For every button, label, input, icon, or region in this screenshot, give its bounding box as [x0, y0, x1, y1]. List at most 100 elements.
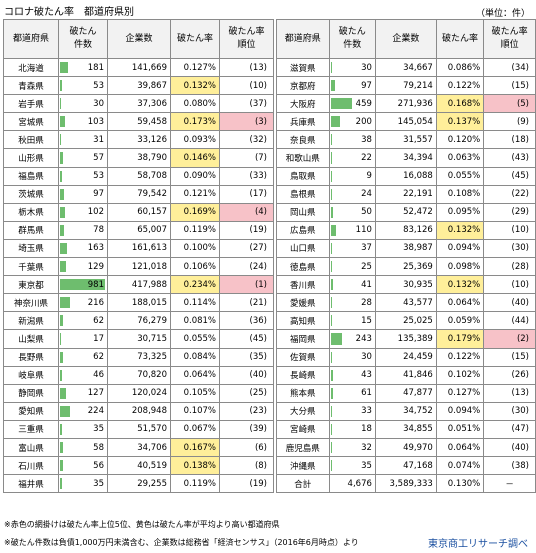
rank-cell: (43) — [483, 148, 536, 168]
table-row: 京都府 97 79,214 0.122% (15) — [276, 76, 536, 96]
count-value: 163 — [87, 243, 104, 254]
count-bar — [330, 98, 352, 110]
company-count-cell: 43,577 — [374, 293, 437, 313]
prefecture-cell: 青森県 — [3, 76, 59, 96]
bankruptcy-count-cell: 35 — [58, 419, 108, 439]
count-value: 30 — [361, 62, 372, 73]
count-bar — [60, 206, 65, 218]
rank-cell: (2) — [483, 329, 536, 349]
count-value: 22 — [361, 153, 372, 164]
count-value: 43 — [361, 370, 372, 381]
company-count-cell: 208,948 — [107, 401, 171, 421]
rate-cell: 0.167% — [170, 437, 220, 458]
company-count-cell: 51,570 — [107, 419, 171, 439]
table-row: 鹿児島県 32 49,970 0.064% (40) — [276, 437, 536, 458]
company-count-cell: 120,024 — [107, 383, 171, 403]
rate-cell: 0.094% — [435, 401, 485, 421]
company-count-cell: 40,519 — [107, 456, 171, 476]
rate-cell: 0.055% — [170, 329, 220, 349]
prefecture-cell: 岡山県 — [276, 202, 330, 222]
table-row: 岡山県 50 52,472 0.095% (29) — [276, 202, 536, 222]
table-row: 茨城県 97 79,542 0.121% (17) — [3, 184, 274, 204]
total-count: 4,676 — [328, 474, 376, 494]
count-value: 57 — [93, 153, 104, 164]
bankruptcy-count-cell: 58 — [58, 437, 108, 458]
rate-cell: 0.173% — [170, 112, 220, 132]
count-value: 31 — [93, 134, 104, 145]
count-bar — [330, 80, 336, 92]
rank-cell: (23) — [219, 401, 274, 421]
count-bar — [60, 62, 69, 74]
company-count-cell: 34,752 — [374, 401, 437, 421]
prefecture-cell: 沖縄県 — [276, 456, 330, 476]
count-bar — [60, 224, 64, 236]
table-row: 山口県 37 38,987 0.094% (30) — [276, 238, 536, 259]
rank-cell: (1) — [219, 275, 274, 295]
company-count-cell: 39,867 — [107, 76, 171, 96]
table-row: 栃木県 102 60,157 0.169% (4) — [3, 202, 274, 222]
prefecture-cell: 島根県 — [276, 184, 330, 204]
count-bar — [60, 134, 62, 146]
count-bar — [60, 170, 63, 182]
company-count-cell: 30,935 — [374, 275, 437, 295]
table-row: 兵庫県 200 145,054 0.137% (9) — [276, 112, 536, 132]
company-count-cell: 135,389 — [374, 329, 437, 349]
count-value: 30 — [93, 98, 104, 109]
bankruptcy-count-cell: 127 — [58, 383, 108, 403]
rate-cell: 0.106% — [170, 257, 220, 277]
company-count-cell: 30,715 — [107, 329, 171, 349]
prefecture-cell: 佐賀県 — [276, 347, 330, 367]
company-count-cell: 34,667 — [374, 57, 437, 78]
prefecture-cell: 和歌山県 — [276, 148, 330, 168]
rank-cell: (18) — [483, 130, 536, 150]
count-bar — [330, 279, 333, 291]
table-row: 三重県 35 51,570 0.067% (39) — [3, 419, 274, 439]
rate-cell: 0.122% — [435, 347, 485, 367]
company-count-cell: 59,458 — [107, 112, 171, 132]
prefecture-cell: 兵庫県 — [276, 112, 330, 132]
table-row: 広島県 110 83,126 0.132% (10) — [276, 220, 536, 240]
note-data-source: ※破たん件数は負債1,000万円未満含む、企業数は総務省「経済センサス」（201… — [4, 538, 359, 547]
rate-cell: 0.102% — [435, 365, 485, 385]
count-bar — [60, 441, 63, 454]
prefecture-cell: 福島県 — [3, 166, 59, 186]
prefecture-table-right: 都道府県 破たん 件数 企業数 破たん率 破たん率 順位 滋賀県 30 34,667 0.… — [276, 19, 536, 494]
rank-cell: (30) — [483, 401, 536, 421]
table-row: 富山県 58 34,706 0.167% (6) — [3, 437, 274, 458]
prefecture-cell: 長野県 — [3, 347, 59, 367]
rank-cell: (29) — [483, 202, 536, 222]
count-value: 78 — [93, 225, 104, 236]
rank-cell: (40) — [483, 437, 536, 458]
count-bar — [60, 315, 63, 327]
table-row: 神奈川県 216 188,015 0.114% (21) — [3, 293, 274, 313]
company-count-cell: 38,987 — [374, 238, 437, 259]
rank-cell: (17) — [219, 184, 274, 204]
bankruptcy-count-cell: 32 — [328, 437, 376, 458]
company-count-cell: 417,988 — [107, 275, 171, 295]
prefecture-cell: 千葉県 — [3, 257, 59, 277]
rank-cell: (21) — [219, 293, 274, 313]
rate-cell: 0.132% — [435, 275, 485, 295]
table-row: 東京都 981 417,988 0.234% (1) — [3, 275, 274, 295]
company-count-cell: 34,394 — [374, 148, 437, 168]
count-value: 97 — [361, 80, 372, 91]
company-count-cell: 25,369 — [374, 257, 437, 277]
rank-cell: (47) — [483, 419, 536, 439]
company-count-cell: 145,054 — [374, 112, 437, 132]
table-row: 山形県 57 38,790 0.146% (7) — [3, 148, 274, 168]
rank-cell: (26) — [483, 365, 536, 385]
prefecture-cell: 大阪府 — [276, 94, 330, 114]
rate-cell: 0.067% — [170, 419, 220, 439]
prefecture-cell: 秋田県 — [3, 130, 59, 150]
rate-cell: 0.119% — [170, 220, 220, 240]
table-row: 滋賀県 30 34,667 0.086% (34) — [276, 57, 536, 78]
prefecture-cell: 石川県 — [3, 456, 59, 476]
table-row: 鳥取県 9 16,088 0.055% (45) — [276, 166, 536, 186]
count-value: 38 — [361, 134, 372, 145]
table-row: 香川県 41 30,935 0.132% (10) — [276, 275, 536, 295]
company-count-cell: 79,214 — [374, 76, 437, 96]
bankruptcy-count-cell: 224 — [58, 401, 108, 421]
rate-cell: 0.051% — [435, 419, 485, 439]
company-count-cell: 29,255 — [107, 474, 171, 494]
header-rank: 破たん率 順位 — [483, 19, 536, 59]
